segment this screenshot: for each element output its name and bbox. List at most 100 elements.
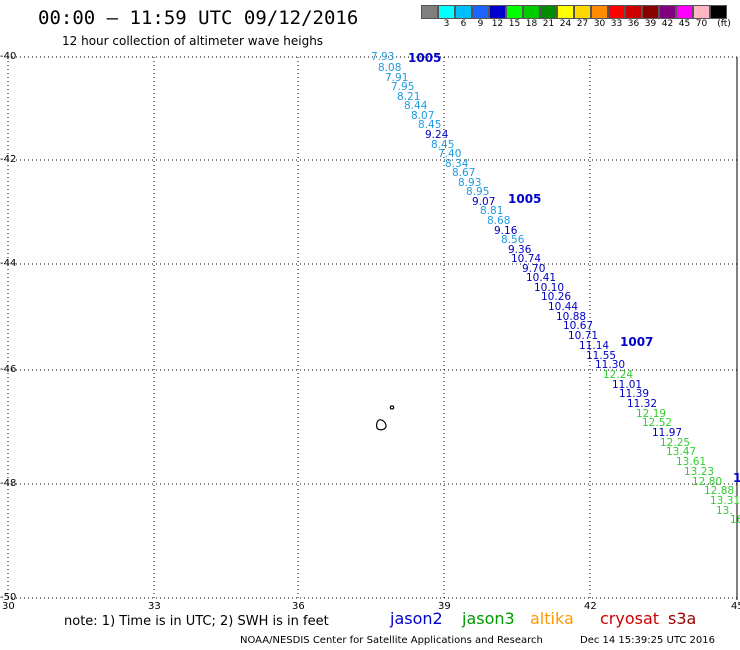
swh-observation-label: 10.88: [556, 311, 587, 323]
swh-observation-label: 8.67: [452, 167, 476, 179]
legend-value-label: 15: [508, 19, 521, 29]
latitude-tick-label: -50: [0, 592, 17, 603]
page-title: 00:00 – 11:59 UTC 09/12/2016: [38, 7, 359, 29]
swh-observation-label: 13.47: [666, 446, 697, 458]
swh-observation-label: 11.39: [619, 388, 650, 400]
island-outline: [376, 405, 395, 431]
swh-observation-label: 11.32: [627, 398, 658, 410]
color-legend: 3 6 9 12 15 18 21 24 27 30 33 36 39 42 45 70 (ft): [421, 5, 735, 29]
island-large: [376, 419, 387, 431]
legend-swatch: [540, 5, 557, 19]
legend-swatch: [489, 5, 506, 19]
swh-observation-label: 10.71: [568, 330, 599, 342]
swh-observation-label: 7.91: [385, 72, 409, 84]
longitude-tick-label: 36: [292, 601, 305, 612]
latitude-tick-label: -40: [0, 51, 17, 62]
swh-observation-label: 10.41: [526, 272, 557, 284]
legend-swatch: [455, 5, 472, 19]
legend-value-label: 27: [576, 19, 589, 29]
swh-observation-label: 13.61: [676, 456, 707, 468]
swh-observation-label: 11.55: [586, 350, 617, 362]
legend-swatch: [659, 5, 676, 19]
page-subtitle: 12 hour collection of altimeter wave hei…: [62, 34, 324, 48]
satellite-name-s3a: s3a: [668, 609, 697, 628]
swh-observation-label: 8.21: [397, 91, 421, 103]
legend-value-label: 36: [627, 19, 640, 29]
footer-credit: NOAA/NESDIS Center for Satellite Applica…: [240, 635, 543, 646]
swh-observation-label: 12.24: [603, 369, 634, 381]
swh-observation-label: 10.67: [563, 320, 594, 332]
legend-value-label: 42: [661, 19, 674, 29]
legend-swatches: [421, 5, 735, 19]
swh-observation-label: 8.07: [411, 110, 435, 122]
legend-labels: 3 6 9 12 15 18 21 24 27 30 33 36 39 42 45 70 (ft): [421, 19, 735, 29]
swh-observation-label: 9.07: [472, 196, 496, 208]
swh-observation-label: 9.36: [508, 244, 532, 256]
legend-swatch: [574, 5, 591, 19]
legend-swatch: [625, 5, 642, 19]
legend-value-label: 24: [559, 19, 572, 29]
island-small: [389, 405, 395, 410]
satellite-name-jason2: jason2: [390, 609, 443, 628]
swh-observation-label: 12.52: [642, 417, 673, 429]
swh-observation-label: 10.74: [511, 253, 542, 265]
time-annotation-label: 1: [733, 471, 740, 485]
longitude-tick-label: 39: [438, 601, 451, 612]
legend-swatch: [608, 5, 625, 19]
legend-swatch: [557, 5, 574, 19]
swh-observation-label: 8.45: [431, 139, 455, 151]
swh-observation-label: 11.01: [612, 379, 643, 391]
swh-observation-label: 8.45: [418, 119, 442, 131]
time-annotation-label: 1005: [508, 192, 542, 206]
legend-swatch: [506, 5, 523, 19]
latitude-tick-label: -48: [0, 478, 17, 489]
swh-observation-label: 12.25: [660, 437, 691, 449]
satellite-name-altika: altika: [530, 609, 574, 628]
swh-observation-label: 13.31: [710, 495, 740, 507]
swh-observation-label: 7.95: [391, 81, 415, 93]
swh-observation-label: 13.: [716, 505, 733, 517]
swh-observation-label: 16: [730, 514, 740, 526]
swh-observation-label: 8.68: [487, 215, 511, 227]
swh-observation-label: 11.14: [579, 340, 610, 352]
footer-timestamp: Dec 14 15:39:25 UTC 2016: [580, 635, 715, 646]
legend-swatch: [676, 5, 693, 19]
swh-observation-label: 8.95: [466, 186, 490, 198]
legend-value-label: 30: [593, 19, 606, 29]
legend-value-label: 12: [491, 19, 504, 29]
swh-observation-label: 10.26: [541, 291, 572, 303]
swh-observation-label: 12.80: [692, 476, 723, 488]
satellite-name-cryosat: cryosat: [600, 609, 660, 628]
legend-swatch: [523, 5, 540, 19]
swh-observation-label: 8.34: [445, 158, 469, 170]
longitude-tick-label: 33: [148, 601, 161, 612]
latitude-tick-label: -42: [0, 154, 17, 165]
latitude-tick-label: -46: [0, 364, 17, 375]
legend-swatch: [438, 5, 455, 19]
longitude-tick-label: 30: [2, 601, 15, 612]
swh-observation-label: 8.56: [501, 234, 525, 246]
swh-observation-label: 13.23: [684, 466, 715, 478]
legend-swatch: [472, 5, 489, 19]
swh-observation-label: 11.97: [652, 427, 683, 439]
legend-value-label: 6: [460, 19, 467, 29]
swh-observation-label: 12.88: [704, 485, 735, 497]
satellite-name-jason3: jason3: [462, 609, 515, 628]
legend-swatch: [421, 5, 438, 19]
longitude-tick-label: 45: [731, 601, 740, 612]
legend-value-label: 45: [678, 19, 691, 29]
legend-value-label: 18: [525, 19, 538, 29]
swh-observation-label: 11.30: [595, 359, 626, 371]
legend-swatch: [693, 5, 710, 19]
swh-observation-label: 9.70: [522, 263, 546, 275]
swh-observation-label: 10.10: [534, 282, 565, 294]
legend-swatch: [642, 5, 659, 19]
footer-note: note: 1) Time is in UTC; 2) SWH is in fe…: [64, 614, 329, 629]
swh-observation-label: 8.93: [458, 177, 482, 189]
legend-value-label: 9: [477, 19, 484, 29]
legend-value-label: 33: [610, 19, 623, 29]
lat-lon-grid: [7, 56, 738, 600]
legend-unit: (ft): [717, 19, 731, 29]
legend-swatch: [591, 5, 608, 19]
